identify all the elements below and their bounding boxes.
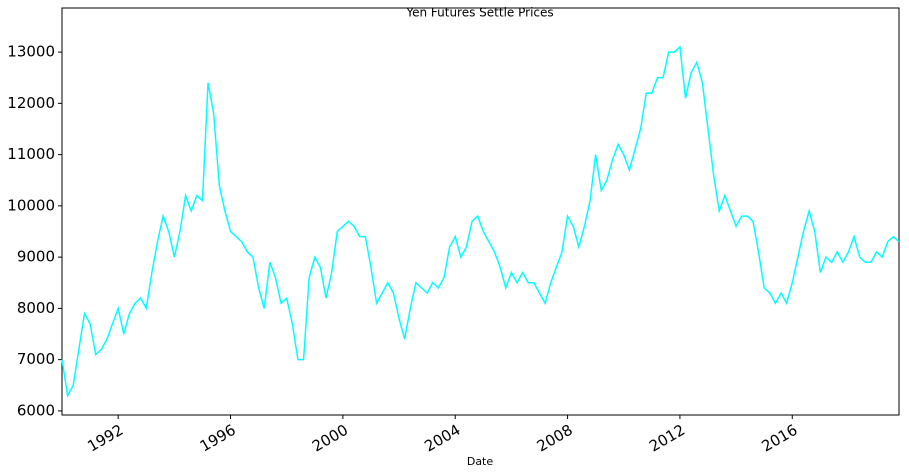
y-tick-label: 10000 xyxy=(7,196,55,214)
y-tick-label: 12000 xyxy=(7,94,55,112)
price-line xyxy=(61,45,900,398)
x-tick-label: 2012 xyxy=(646,421,688,456)
y-tick-label: 13000 xyxy=(7,43,55,61)
x-tick-label: 2004 xyxy=(421,421,463,456)
x-tick-label: 2008 xyxy=(534,421,576,456)
y-tick-label: 11000 xyxy=(7,145,55,163)
y-tick-label: 8000 xyxy=(17,299,55,317)
chart-title: Yen Futures Settle Prices xyxy=(405,6,553,20)
x-tick-label: 2000 xyxy=(309,421,351,456)
x-tick-label: 2016 xyxy=(758,421,800,456)
y-tick-label: 7000 xyxy=(17,350,55,368)
x-tick-label: 1996 xyxy=(197,421,239,456)
y-tick-label: 9000 xyxy=(17,248,55,266)
x-tick-label: 1992 xyxy=(84,421,126,456)
plot-frame xyxy=(61,7,900,416)
y-tick-label: 6000 xyxy=(17,401,55,419)
x-axis-label: Date xyxy=(467,455,494,468)
